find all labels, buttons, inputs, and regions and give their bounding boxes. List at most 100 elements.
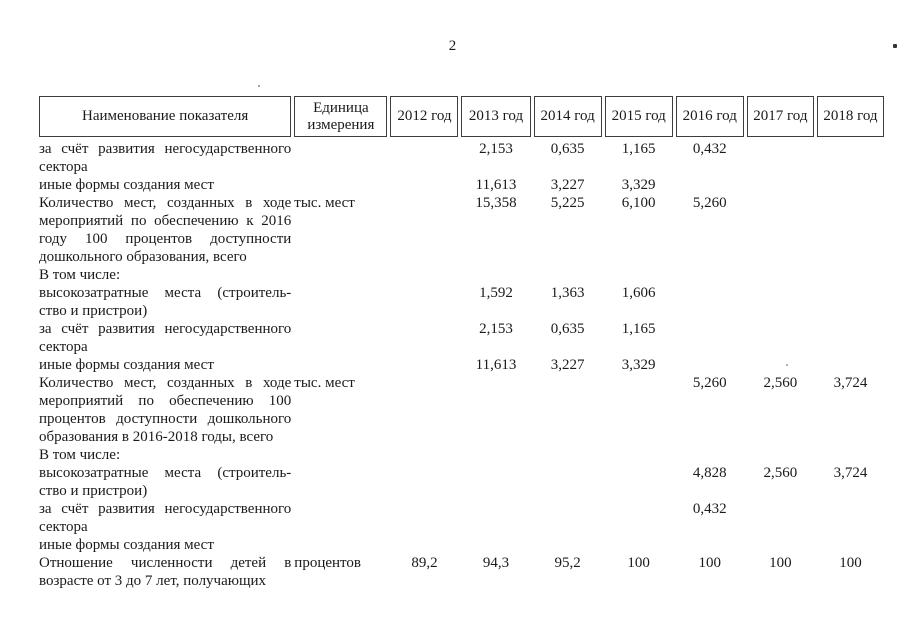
value-cell-2016: 4,828 bbox=[692, 465, 727, 481]
value-cell-2012 bbox=[390, 176, 458, 194]
value-cell-2018 bbox=[817, 536, 884, 554]
value-cell-2012 bbox=[390, 137, 458, 176]
indicator-name-cell: высокозатратные места (строитель-ство и … bbox=[39, 285, 292, 319]
value-cell-2014: 0,635 bbox=[550, 321, 585, 337]
value-cell-2012 bbox=[390, 500, 458, 536]
value-cell-2013 bbox=[461, 464, 530, 500]
column-header-2015: 2015 год bbox=[604, 96, 673, 137]
table-header-row: Наименование показателя Единица измерени… bbox=[39, 96, 884, 137]
value-cell-2017 bbox=[747, 284, 814, 320]
value-cell-2013 bbox=[461, 500, 530, 536]
value-cell-2015: 1,165 bbox=[621, 321, 656, 337]
table-row: В том числе: bbox=[39, 446, 884, 464]
value-cell-2015 bbox=[605, 446, 673, 464]
value-cell-2017 bbox=[747, 194, 814, 266]
value-cell-2015 bbox=[605, 464, 673, 500]
value-cell-2013 bbox=[461, 374, 530, 446]
value-cell-2016 bbox=[676, 536, 744, 554]
value-cell-2018 bbox=[817, 500, 884, 536]
indicator-name-cell: иные формы создания мест bbox=[39, 537, 214, 553]
unit-cell bbox=[294, 320, 387, 356]
scan-speck bbox=[893, 44, 897, 48]
value-cell-2017: 2,560 bbox=[763, 465, 798, 481]
scan-speck bbox=[769, 470, 771, 472]
table-row: В том числе: bbox=[39, 266, 884, 284]
value-cell-2016 bbox=[676, 266, 744, 284]
value-cell-2018 bbox=[817, 356, 884, 374]
value-cell-2018 bbox=[817, 284, 884, 320]
value-cell-2012 bbox=[390, 284, 458, 320]
value-cell-2014 bbox=[534, 446, 602, 464]
value-cell-2015: 3,329 bbox=[621, 357, 656, 373]
value-cell-2014: 1,363 bbox=[550, 285, 585, 301]
value-cell-2017 bbox=[747, 446, 814, 464]
unit-cell bbox=[294, 464, 387, 500]
value-cell-2015 bbox=[605, 266, 673, 284]
value-cell-2014: 95,2 bbox=[554, 555, 581, 571]
table-row: высокозатратные места (строитель-ство и … bbox=[39, 464, 884, 500]
value-cell-2017: 100 bbox=[769, 555, 792, 571]
scan-speck bbox=[786, 364, 788, 366]
value-cell-2016 bbox=[676, 176, 744, 194]
unit-cell bbox=[294, 137, 387, 176]
value-cell-2012 bbox=[390, 320, 458, 356]
value-cell-2013: 1,592 bbox=[479, 285, 513, 301]
value-cell-2014 bbox=[534, 536, 602, 554]
unit-cell bbox=[294, 284, 387, 320]
indicators-table: Наименование показателя Единица измерени… bbox=[36, 96, 887, 590]
table-row: иные формы создания мест 11,613 3,227 3,… bbox=[39, 356, 884, 374]
value-cell-2016: 5,260 bbox=[692, 375, 727, 391]
value-cell-2013 bbox=[461, 446, 530, 464]
column-header-2017: 2017 год bbox=[746, 96, 814, 137]
value-cell-2017 bbox=[747, 266, 814, 284]
value-cell-2012 bbox=[390, 356, 458, 374]
unit-cell: тыс. мест bbox=[294, 375, 355, 391]
value-cell-2018 bbox=[817, 266, 884, 284]
value-cell-2013: 94,3 bbox=[482, 555, 510, 571]
value-cell-2013: 11,613 bbox=[475, 177, 517, 193]
column-header-2018: 2018 год bbox=[816, 96, 884, 137]
table-row: за счёт развития негосударственного сект… bbox=[39, 320, 884, 356]
indicator-name-cell: за счёт развития негосударственного сект… bbox=[39, 321, 292, 355]
value-cell-2015 bbox=[605, 500, 673, 536]
unit-cell bbox=[294, 176, 387, 194]
scan-speck bbox=[258, 85, 260, 87]
value-cell-2014 bbox=[534, 266, 602, 284]
indicator-name-cell: за счёт развития негосударственного сект… bbox=[39, 501, 292, 535]
value-cell-2015 bbox=[605, 536, 673, 554]
value-cell-2017 bbox=[747, 137, 814, 176]
unit-cell bbox=[294, 536, 387, 554]
value-cell-2014: 5,225 bbox=[550, 195, 585, 211]
column-header-2016: 2016 год bbox=[675, 96, 744, 137]
value-cell-2013: 2,153 bbox=[479, 321, 513, 337]
value-cell-2017 bbox=[747, 500, 814, 536]
value-cell-2017: 2,560 bbox=[763, 375, 798, 391]
value-cell-2014: 3,227 bbox=[550, 177, 585, 193]
table-row: Количество мест, созданных в ходе меропр… bbox=[39, 374, 884, 446]
value-cell-2012 bbox=[390, 464, 458, 500]
value-cell-2012 bbox=[390, 374, 458, 446]
value-cell-2016 bbox=[676, 320, 744, 356]
value-cell-2015: 100 bbox=[627, 555, 650, 571]
indicator-name-cell: Количество мест, созданных в ходе меропр… bbox=[39, 375, 292, 445]
unit-cell bbox=[294, 500, 387, 536]
column-header-unit: Единица измерения bbox=[294, 96, 388, 137]
value-cell-2018 bbox=[817, 446, 884, 464]
value-cell-2015: 1,606 bbox=[621, 285, 656, 301]
value-cell-2018 bbox=[817, 320, 884, 356]
value-cell-2016: 5,260 bbox=[692, 195, 727, 211]
value-cell-2014 bbox=[534, 464, 602, 500]
column-header-2012: 2012 год bbox=[390, 96, 459, 137]
value-cell-2016 bbox=[676, 446, 744, 464]
table-row: иные формы создания мест 11,613 3,227 3,… bbox=[39, 176, 884, 194]
indicator-name-cell: за счёт развития негосударственного сект… bbox=[39, 141, 292, 175]
value-cell-2018: 100 bbox=[839, 555, 862, 571]
table-row: высокозатратные места (строитель-ство и … bbox=[39, 284, 884, 320]
indicator-name-cell: Количество мест, созданных в ходе меропр… bbox=[39, 195, 292, 265]
indicator-name-cell: иные формы создания мест bbox=[39, 177, 214, 193]
value-cell-2018 bbox=[817, 176, 884, 194]
value-cell-2014: 0,635 bbox=[550, 141, 585, 157]
table-row: иные формы создания мест bbox=[39, 536, 884, 554]
unit-cell bbox=[294, 356, 387, 374]
